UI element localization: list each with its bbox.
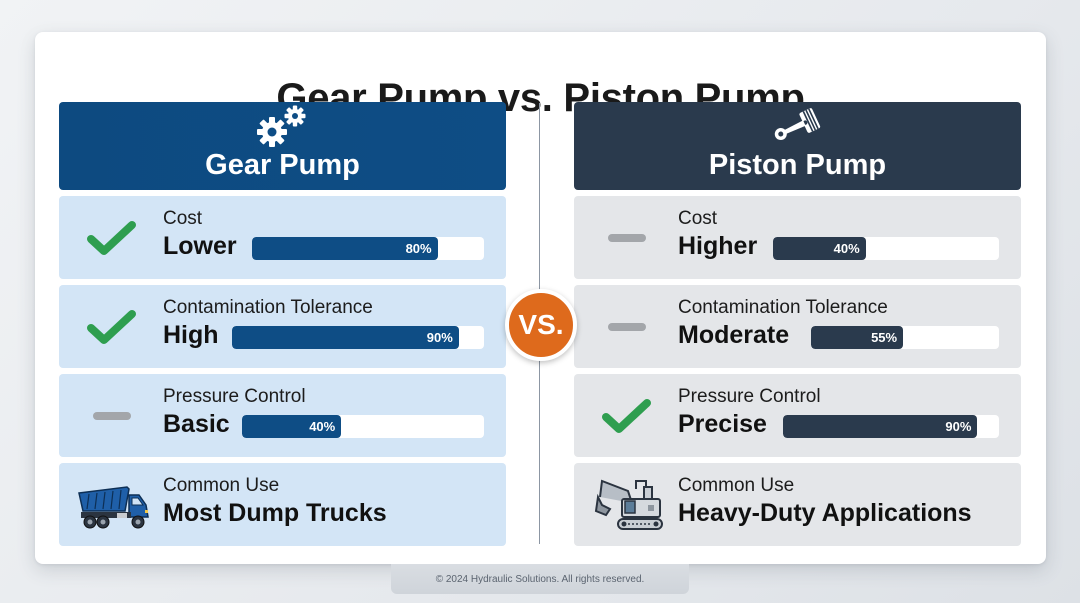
piston-row-contamination: Contamination Tolerance Moderate 55% [574, 285, 1021, 368]
dump-truck-icon [77, 479, 152, 531]
dash-icon [87, 398, 137, 434]
progress-fill: 80% [252, 237, 438, 260]
progress-fill: 90% [783, 415, 978, 438]
row-value: Most Dump Trucks [163, 499, 387, 527]
progress-bar: 90% [783, 415, 999, 438]
row-label: Cost [678, 208, 718, 229]
piston-row-common-use: Common Use Heavy-Duty Applications [574, 463, 1021, 546]
progress-fill: 40% [242, 415, 342, 438]
dash-icon [602, 220, 652, 256]
row-label: Pressure Control [163, 386, 306, 407]
gear-row-cost: Cost Lower 80% [59, 196, 506, 279]
progress-fill: 55% [811, 326, 904, 349]
footer-copyright: © 2024 Hydraulic Solutions. All rights r… [391, 564, 689, 594]
vs-badge: VS. [505, 289, 577, 361]
row-value: Lower [163, 232, 237, 260]
progress-bar: 80% [252, 237, 484, 260]
gear-pump-header: Gear Pump [59, 102, 506, 190]
row-label: Common Use [678, 475, 795, 496]
check-icon [87, 220, 137, 256]
progress-bar: 40% [242, 415, 484, 438]
piston-icon [768, 106, 828, 146]
row-label: Contamination Tolerance [678, 297, 888, 318]
piston-row-pressure: Pressure Control Precise 90% [574, 374, 1021, 457]
gear-row-common-use: Common Use Most Dump Trucks [59, 463, 506, 546]
row-value: Heavy-Duty Applications [678, 499, 972, 527]
row-label: Pressure Control [678, 386, 821, 407]
gear-row-pressure: Pressure Control Basic 40% [59, 374, 506, 457]
dash-icon [602, 309, 652, 345]
progress-bar: 40% [773, 237, 999, 260]
check-icon [87, 309, 137, 345]
gear-pump-title: Gear Pump [205, 149, 360, 181]
row-label: Cost [163, 208, 203, 229]
progress-fill: 40% [773, 237, 866, 260]
piston-pump-title: Piston Pump [708, 149, 887, 181]
progress-bar: 55% [811, 326, 999, 349]
row-value: High [163, 321, 219, 349]
check-icon [602, 398, 652, 434]
row-value: Precise [678, 410, 767, 438]
row-value: Moderate [678, 321, 790, 349]
excavator-icon [592, 479, 667, 531]
piston-pump-header: Piston Pump [574, 102, 1021, 190]
row-value: Higher [678, 232, 758, 260]
progress-bar: 90% [232, 326, 484, 349]
row-label: Common Use [163, 475, 280, 496]
row-value: Basic [163, 410, 230, 438]
piston-pump-column: Piston Pump Cost Higher 40% Contaminatio… [574, 102, 1021, 546]
gear-pump-column: Gear Pump Cost Lower 80% Contamination T… [59, 102, 506, 546]
row-label: Contamination Tolerance [163, 297, 373, 318]
gears-icon [255, 105, 311, 147]
gear-row-contamination: Contamination Tolerance High 90% [59, 285, 506, 368]
piston-row-cost: Cost Higher 40% [574, 196, 1021, 279]
progress-fill: 90% [232, 326, 459, 349]
